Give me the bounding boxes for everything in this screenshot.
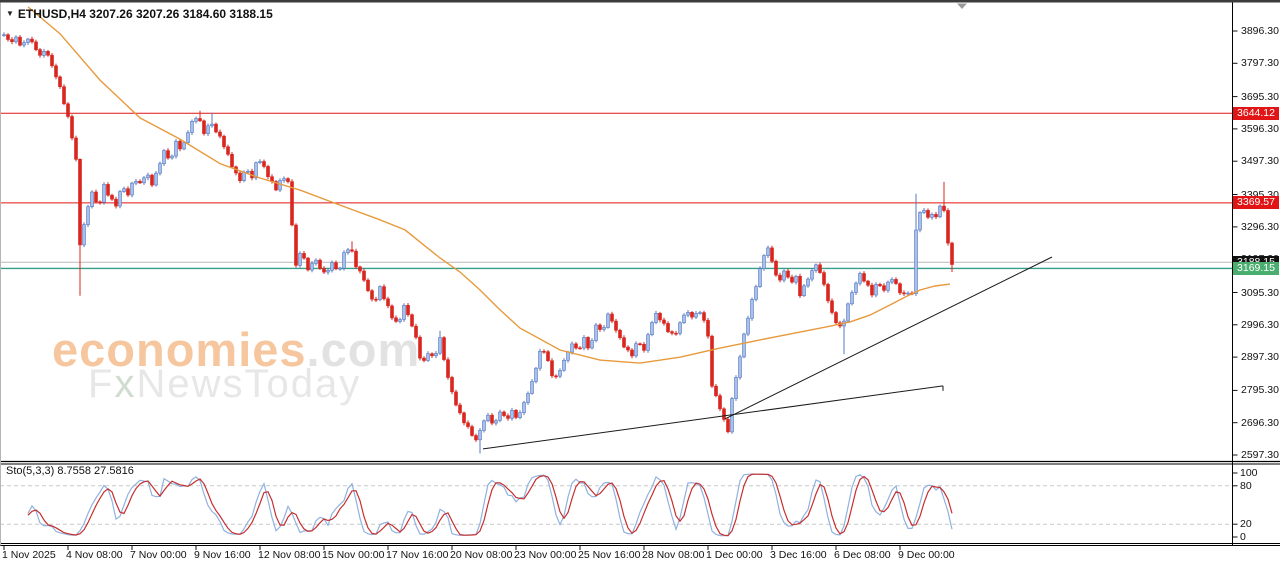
symbol-ohlc-text: ETHUSD,H4 3207.26 3207.26 3184.60 3188.1… [17, 7, 273, 21]
stochastic-signal-line [27, 473, 953, 537]
time-axis-label: 17 Nov 16:00 [386, 549, 449, 561]
watermark-economies: economies.com [52, 322, 420, 377]
time-axis-label: 3 Dec 16:00 [770, 549, 827, 561]
time-axis-label: 25 Nov 16:00 [578, 549, 641, 561]
moving-average-line[interactable] [27, 6, 951, 364]
price-axis-label: 3896.30 [1241, 25, 1279, 37]
time-axis-label: 9 Dec 00:00 [898, 549, 955, 561]
price-axis-label: 2795.30 [1241, 384, 1279, 397]
watermark-fxnewstoday: FxNewsToday [88, 362, 362, 406]
stochastic-level-label: 100 [1240, 467, 1258, 479]
time-axis-label: 12 Nov 08:00 [258, 549, 321, 561]
symbol-ohlc-readout: ▼ ETHUSD,H4 3207.26 3207.26 3184.60 3188.… [6, 7, 273, 21]
time-axis-label: 28 Nov 08:00 [642, 549, 705, 561]
price-axis-label: 3497.30 [1241, 155, 1279, 168]
price-axis-label: 2897.30 [1241, 351, 1279, 364]
price-axis-label: 3695.30 [1241, 90, 1279, 103]
time-axis-label: 4 Nov 08:00 [66, 549, 123, 561]
price-tag-3644.12: 3644.12 [1233, 106, 1279, 120]
chart-shift-marker [957, 3, 967, 9]
time-axis-label: 23 Nov 00:00 [514, 549, 577, 561]
time-axis-label: 6 Dec 08:00 [834, 549, 891, 561]
time-axis-label: 15 Nov 00:00 [322, 549, 385, 561]
watermark-brand: economies [52, 323, 307, 376]
symbol-dropdown-icon[interactable]: ▼ [6, 9, 14, 18]
time-axis-label: 1 Nov 2025 [2, 549, 56, 561]
price-axis-label: 3596.30 [1241, 122, 1279, 135]
stochastic-main-line [27, 473, 953, 537]
time-axis-label: 7 Nov 00:00 [130, 549, 187, 561]
time-axis-label: 20 Nov 08:00 [450, 549, 513, 561]
price-axis-label: 3095.30 [1241, 286, 1279, 299]
stochastic-level-label: 20 [1240, 518, 1252, 531]
price-axis-label: 3296.30 [1241, 220, 1279, 233]
stochastic-level-label: 0 [1240, 531, 1246, 543]
time-axis-label: 9 Nov 16:00 [194, 549, 251, 561]
price-tag-3169.15: 3169.15 [1233, 261, 1279, 275]
price-axis-label: 2597.30 [1241, 449, 1279, 461]
stochastic-indicator-label: Sto(5,3,3) 8.7558 27.5816 [6, 465, 134, 477]
time-axis-label: 1 Dec 00:00 [706, 549, 763, 561]
stochastic-level-label: 80 [1240, 479, 1252, 492]
trend-line-1[interactable] [482, 385, 944, 450]
price-axis-label: 2996.30 [1241, 318, 1279, 331]
price-axis-label: 3797.30 [1241, 57, 1279, 70]
price-tag-3369.57: 3369.57 [1233, 196, 1279, 210]
trend-line-2[interactable] [724, 256, 1053, 420]
watermark-domain: .com [306, 323, 421, 376]
price-axis-label: 2696.30 [1241, 416, 1279, 429]
